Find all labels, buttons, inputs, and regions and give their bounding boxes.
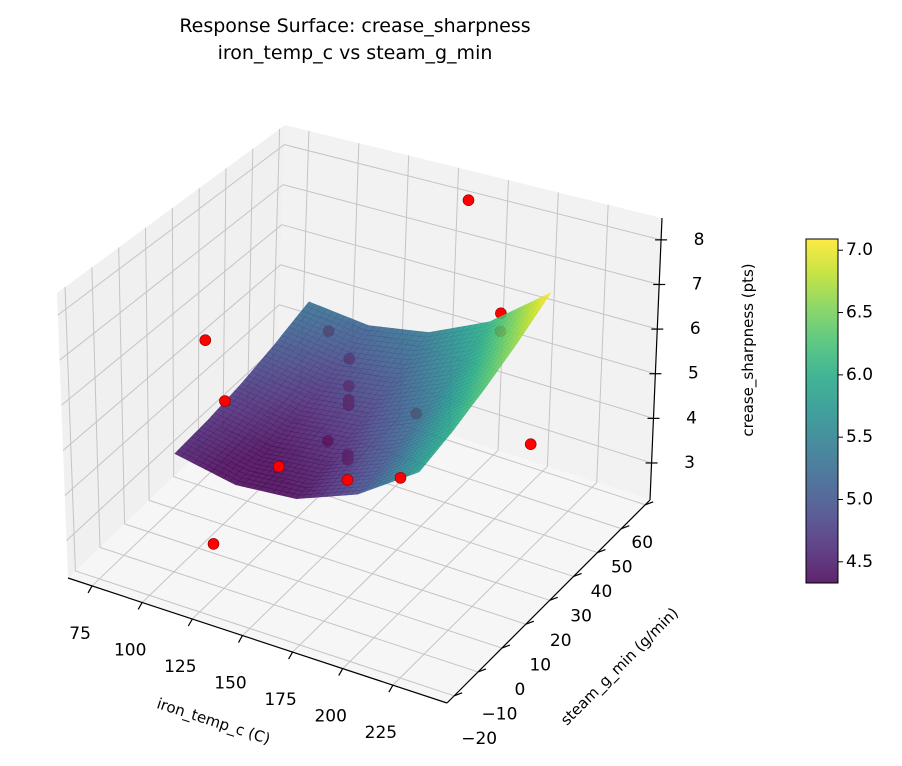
chart-title-line2: iron_temp_c vs steam_g_min (218, 42, 493, 64)
chart-title-line1: Response Surface: crease_sharpness (179, 15, 530, 37)
z-tick-label: 7 (692, 275, 703, 295)
data-point (341, 474, 354, 486)
floor-grid-x (392, 482, 598, 686)
z-tick-label: 3 (684, 453, 695, 473)
left-grid-z (57, 144, 285, 316)
z-tick-label: 8 (694, 230, 705, 250)
floor-grid-x (292, 449, 499, 653)
back-grid-x (546, 192, 559, 467)
left-grid-y (91, 267, 101, 548)
back-grid-z (281, 224, 658, 330)
y-tick-label: 40 (591, 582, 613, 602)
left-grid-y (271, 128, 281, 383)
left-grid-z (64, 304, 280, 496)
surface-facet (412, 467, 424, 475)
y-tick-mark (477, 668, 487, 673)
x-tick-mark (288, 651, 294, 660)
data-point (272, 460, 285, 473)
x-tick-mark (237, 635, 243, 643)
x-tick-mark (187, 618, 193, 627)
colorbar-gradient (805, 238, 839, 584)
y-tick-mark (501, 644, 511, 649)
x-tick-label: 150 (214, 674, 246, 694)
y-tick-mark (621, 525, 630, 530)
y-tick-label: 20 (550, 631, 572, 651)
left-grid-y (118, 247, 126, 524)
y-axis-line (446, 499, 651, 704)
left-grid-y (64, 287, 76, 571)
left-pane (57, 125, 285, 578)
data-point (462, 194, 475, 206)
data-point (207, 538, 220, 550)
data-point (199, 334, 212, 347)
floor-grid-y (75, 570, 455, 697)
x-tick-mark (137, 602, 143, 610)
surface (174, 291, 552, 500)
x-tick-mark (87, 585, 93, 594)
x-tick-label: 200 (314, 707, 346, 727)
y-tick-label: 60 (631, 533, 653, 553)
left-grid-y (197, 188, 200, 454)
x-tick-label: 100 (114, 641, 146, 661)
z-tick-label: 5 (688, 364, 699, 384)
back-grid-z (280, 264, 656, 375)
left-grid-z (59, 184, 284, 361)
colorbar-tick-label: 7.0 (846, 240, 873, 260)
back-grid-z (284, 144, 662, 241)
x-axis-label: iron_temp_c (C) (154, 694, 272, 749)
left-grid-y (222, 168, 227, 430)
y-tick-label: −20 (461, 729, 497, 749)
back-grid-x (596, 204, 609, 483)
colorbar: 4.5 5.0 5.5 6.0 6.5 7.0 (805, 238, 873, 584)
colorbar-tick-label: 6.5 (846, 303, 873, 323)
z-tick-label: 6 (690, 319, 701, 339)
x-tick-label: 125 (164, 657, 196, 677)
z-axis-label: crease_sharpness (pts) (739, 263, 758, 436)
y-tick-mark (645, 501, 654, 506)
z-axis-line (649, 217, 663, 501)
colorbar-tick-label: 4.5 (846, 552, 873, 572)
left-grid-y (246, 148, 254, 407)
x-tick-label: 225 (365, 723, 397, 743)
floor-grid-y (124, 523, 503, 649)
floor-grid-y (99, 546, 479, 673)
floor-grid-y (173, 476, 550, 601)
y-tick-mark (525, 620, 535, 625)
y-tick-label: 50 (611, 557, 633, 577)
left-grid-z (66, 344, 279, 541)
y-tick-label: 10 (529, 655, 551, 675)
data-point (394, 472, 407, 484)
y-tick-mark (549, 596, 558, 601)
back-grid-z (282, 184, 660, 285)
left-grid-z (62, 264, 281, 451)
colorbar-tick-label: 5.0 (846, 490, 873, 510)
x-tick-mark (388, 684, 394, 693)
left-grid-y (171, 208, 175, 477)
left-grid-y (145, 227, 150, 501)
y-tick-mark (453, 692, 463, 697)
visible-points (199, 194, 537, 550)
y-tick-label: 30 (570, 606, 592, 626)
left-grid-z (61, 224, 283, 406)
z-tick-label: 4 (686, 408, 697, 428)
axis-lines (67, 217, 668, 704)
x-tick-label: 75 (69, 624, 91, 644)
y-tick-label: −10 (482, 704, 518, 724)
colorbar-tick-label: 5.5 (846, 427, 873, 447)
data-point (219, 395, 231, 407)
x-tick-mark (338, 668, 344, 676)
floor-grid-y (148, 499, 526, 625)
colorbar-tick-label: 6.0 (846, 365, 873, 385)
data-point (524, 438, 537, 451)
y-tick-label: 0 (514, 680, 525, 700)
y-tick-mark (573, 572, 582, 577)
y-tick-mark (597, 548, 606, 554)
x-axis-line (67, 577, 448, 704)
floor-grid-x (342, 466, 548, 669)
x-tick-label: 175 (264, 690, 296, 710)
